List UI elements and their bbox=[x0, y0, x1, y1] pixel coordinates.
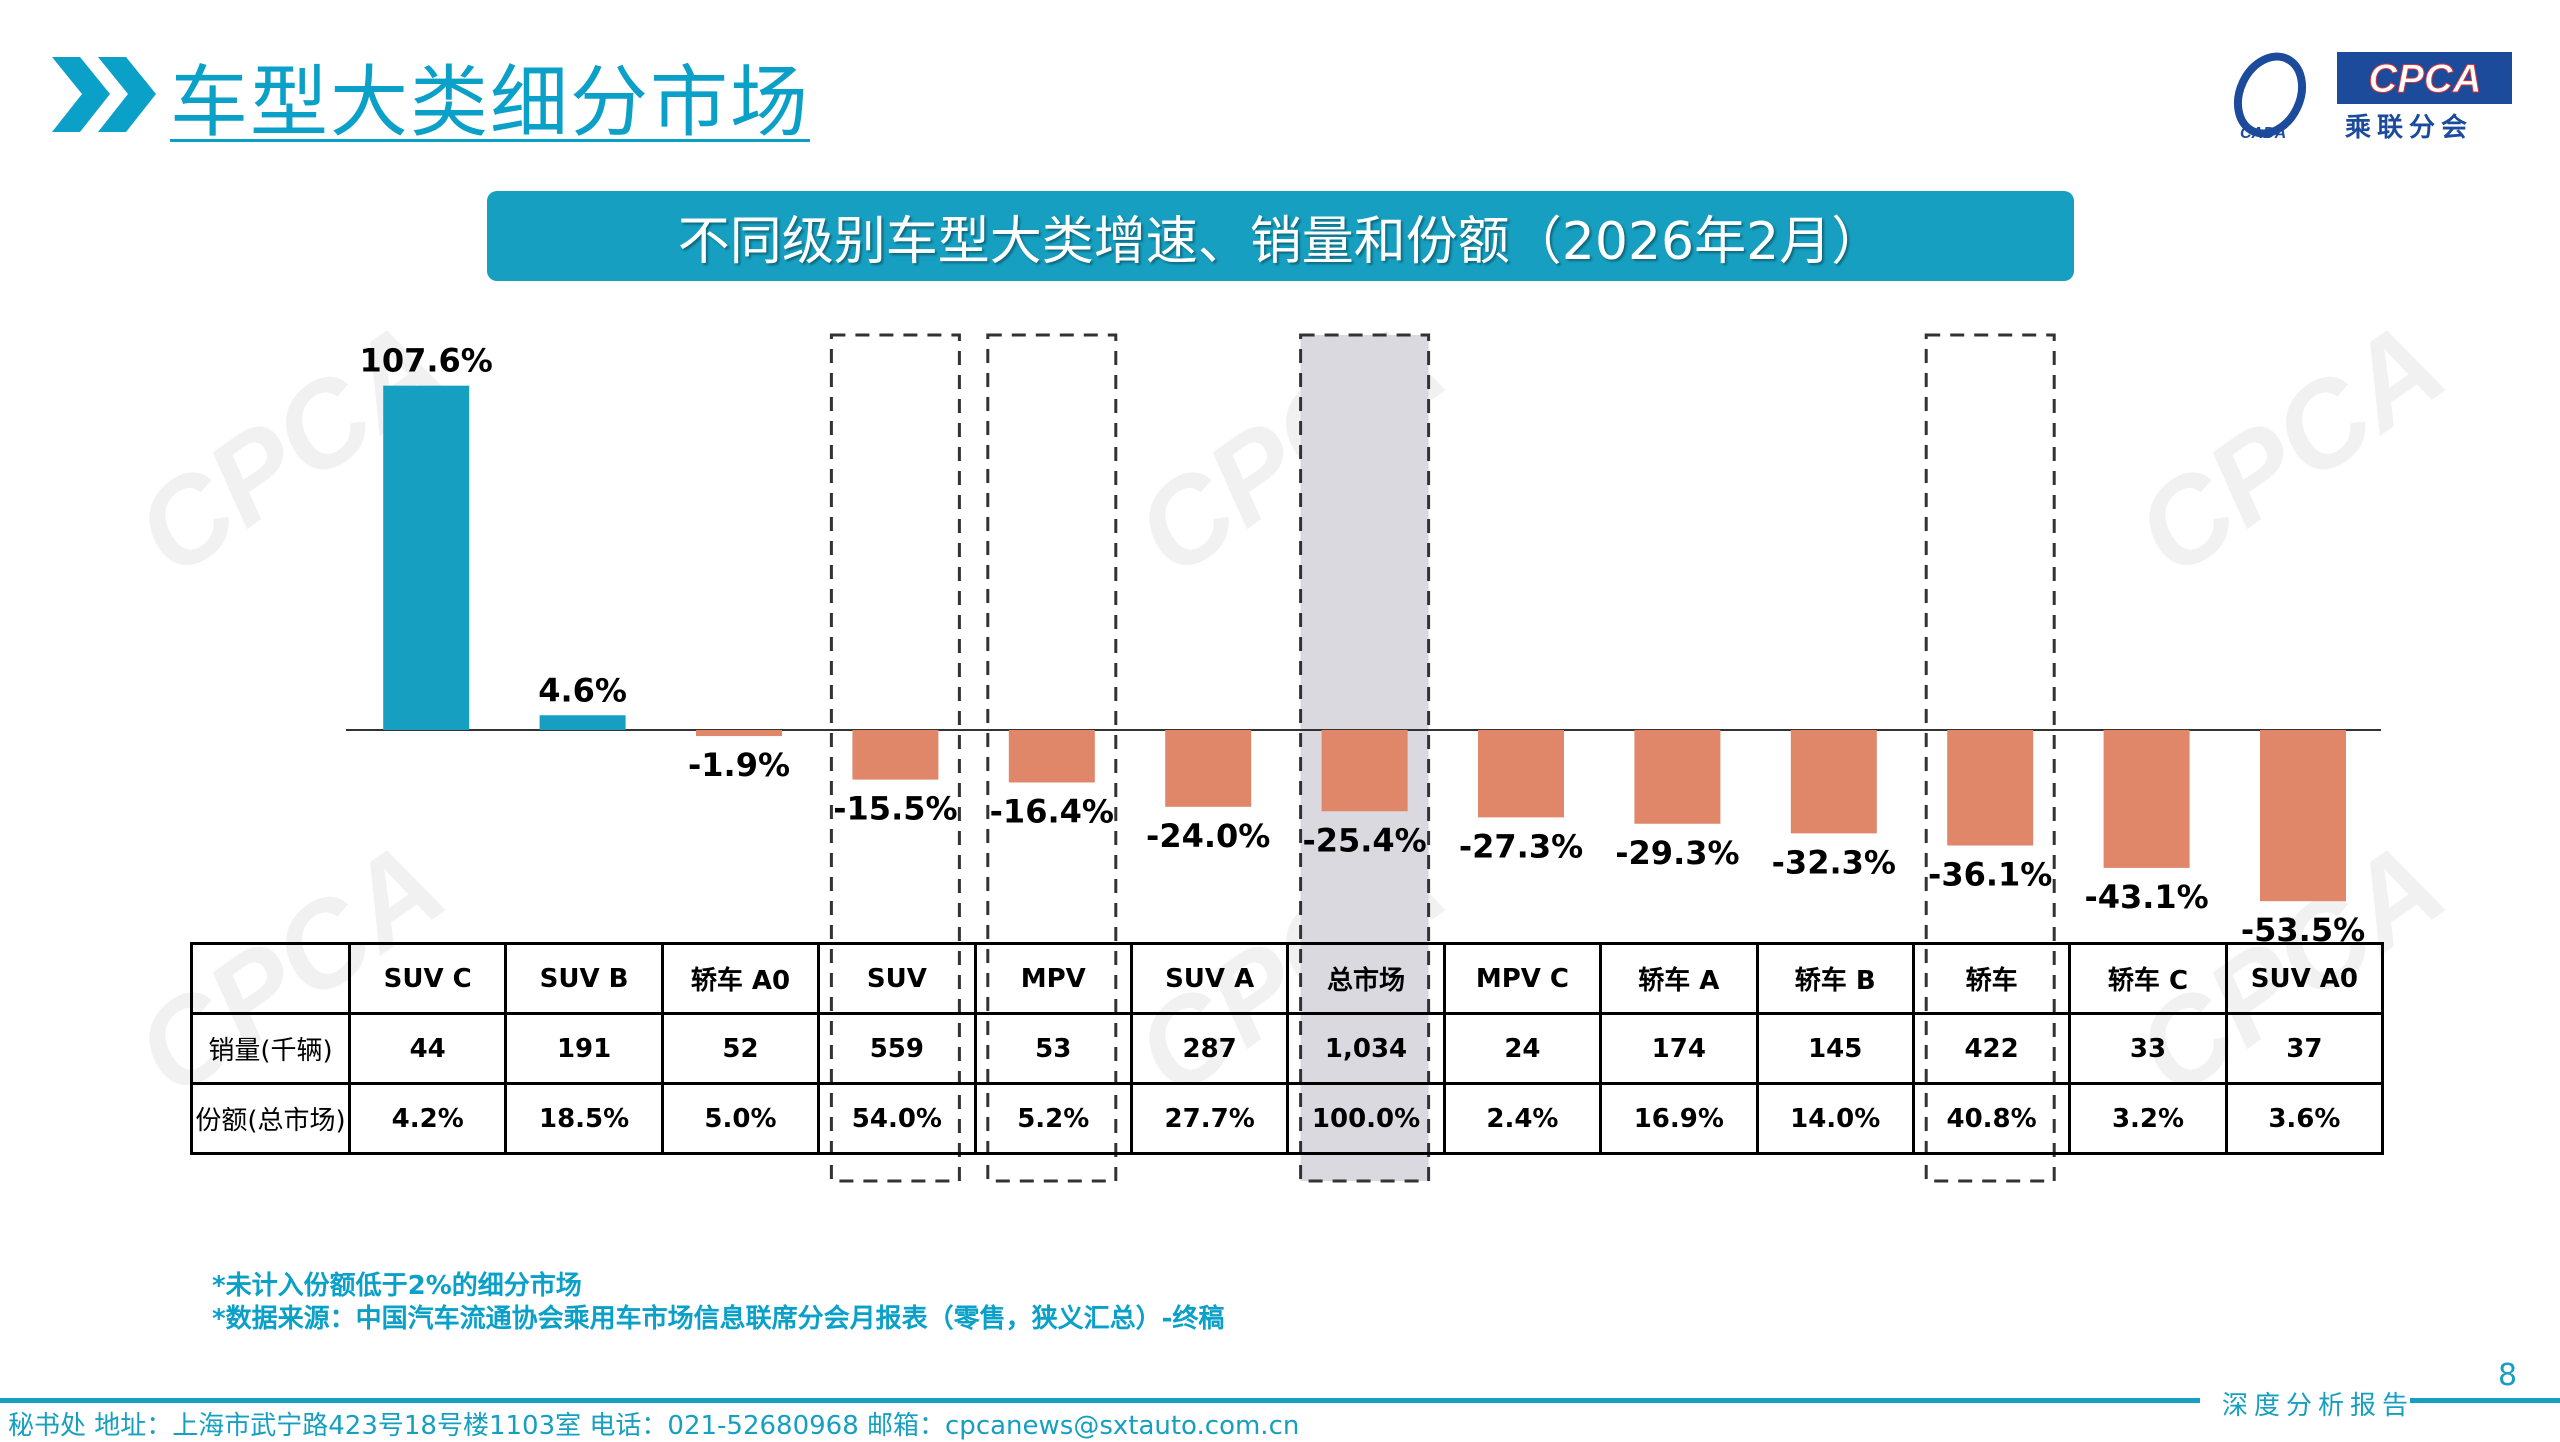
table-cell: 287 bbox=[1129, 1012, 1290, 1085]
data-label: -29.3% bbox=[1615, 834, 1739, 872]
category-tick-label: 轿车 A0 bbox=[660, 942, 821, 1015]
data-label: -25.4% bbox=[1302, 821, 1426, 859]
footnote-source: *数据来源：中国汽车流通协会乘用车市场信息联席分会月报表（零售，狭义汇总）-终稿 bbox=[212, 1304, 1225, 1334]
category-tick-label: 轿车 bbox=[1911, 942, 2072, 1015]
data-label: 4.6% bbox=[538, 671, 627, 709]
table-cell: 37 bbox=[2224, 1012, 2385, 1085]
category-tick-label: MPV bbox=[973, 942, 1133, 1015]
bar-11 bbox=[2103, 730, 2190, 868]
data-label: -15.5% bbox=[833, 790, 957, 828]
table-cell: 18.5% bbox=[504, 1082, 664, 1155]
bar-10 bbox=[1947, 730, 2034, 846]
table-cell: 44 bbox=[347, 1012, 508, 1085]
table-cell: 3.2% bbox=[2068, 1082, 2228, 1155]
table-cell: 33 bbox=[2068, 1012, 2228, 1085]
data-label: -32.3% bbox=[1772, 843, 1896, 881]
page-title: 车型大类细分市场 bbox=[170, 58, 811, 148]
table-corner bbox=[190, 942, 351, 1015]
footer-address: 秘书处 地址：上海市武宁路423号18号楼1103室 电话：021-526809… bbox=[8, 1411, 1300, 1441]
footnote: *未计入份额低于2%的细分市场 bbox=[212, 1271, 582, 1301]
table-cell: 54.0% bbox=[817, 1082, 977, 1155]
table-cell: 40.8% bbox=[1911, 1082, 2072, 1155]
table-cell: 5.0% bbox=[660, 1082, 821, 1155]
bar-6 bbox=[1321, 730, 1408, 812]
data-table: SUV C SUV B 轿车 A0 SUV MPV SUV A 总市场 MPV C 轿车 A 轿车… bbox=[190, 942, 2385, 1155]
bar-5 bbox=[1165, 730, 1252, 807]
data-label: -43.1% bbox=[2084, 878, 2208, 916]
category-tick-label: SUV A bbox=[1129, 942, 1290, 1015]
table-cell: 559 bbox=[817, 1012, 977, 1085]
svg-text:乘联分会: 乘联分会 bbox=[2344, 113, 2473, 140]
table-cell: 2.4% bbox=[1442, 1082, 1603, 1155]
table-cell: 27.7% bbox=[1129, 1082, 1290, 1155]
bar-0 bbox=[383, 385, 470, 730]
data-label: -1.9% bbox=[688, 746, 790, 784]
table-cell: 5.2% bbox=[973, 1082, 1133, 1155]
category-tick-label: 轿车 A bbox=[1599, 942, 1759, 1015]
logo-text: CPCA bbox=[2368, 57, 2481, 101]
table-cell: 14.0% bbox=[1755, 1082, 1915, 1155]
table-cell: 1,034 bbox=[1286, 1012, 1446, 1085]
data-label: -27.3% bbox=[1459, 827, 1583, 865]
table-cell: 174 bbox=[1599, 1012, 1759, 1085]
report-label: 深度分析报告 bbox=[2222, 1391, 2415, 1421]
chevron-icon bbox=[52, 57, 156, 132]
chart-title-banner: 不同级别车型大类增速、销量和份额（2026年2月） bbox=[487, 191, 2074, 281]
table-cell: 16.9% bbox=[1599, 1082, 1759, 1155]
dashed-highlight bbox=[1299, 333, 1431, 1183]
footer-divider bbox=[2410, 1398, 2560, 1403]
page-number: 8 bbox=[2498, 1358, 2518, 1393]
table-row: 销量(千辆) 44 191 52 559 53 287 1,034 24 174 145 422 33 3… bbox=[190, 1012, 2385, 1085]
category-tick-label: SUV A0 bbox=[2224, 942, 2385, 1015]
row-label: 份额(总市场) bbox=[190, 1082, 351, 1155]
table-cell: 191 bbox=[504, 1012, 664, 1085]
bar-3 bbox=[852, 730, 939, 780]
bar-12 bbox=[2260, 730, 2346, 902]
category-tick-label: 轿车 C bbox=[2068, 942, 2228, 1015]
data-label: 107.6% bbox=[360, 342, 493, 380]
table-cell: 145 bbox=[1755, 1012, 1915, 1085]
dashed-highlight bbox=[1924, 333, 2056, 1183]
table-row: 份额(总市场) 4.2% 18.5% 5.0% 54.0% 5.2% 27.7% 100.0%… bbox=[190, 1082, 2385, 1155]
data-label: -16.4% bbox=[990, 792, 1114, 830]
bar-1 bbox=[539, 715, 626, 730]
category-tick-label: 轿车 B bbox=[1755, 942, 1915, 1015]
table-cell: 3.6% bbox=[2224, 1082, 2385, 1155]
bar-2 bbox=[696, 730, 782, 737]
category-tick-label: MPV C bbox=[1442, 942, 1603, 1015]
category-tick-label: SUV C bbox=[347, 942, 508, 1015]
bar-7 bbox=[1478, 730, 1564, 818]
row-label: 销量(千辆) bbox=[190, 1012, 351, 1085]
bar-9 bbox=[1790, 730, 1877, 834]
data-label: -36.1% bbox=[1928, 856, 2052, 894]
category-tick-label: SUV bbox=[817, 942, 977, 1015]
cpca-logo: CPCA 乘联分会 CADA bbox=[2225, 50, 2515, 143]
dashed-highlight bbox=[986, 333, 1118, 1183]
bar-4 bbox=[1008, 730, 1095, 783]
data-label: -24.0% bbox=[1146, 817, 1270, 855]
category-tick-label: 总市场 bbox=[1286, 942, 1446, 1015]
bar-8 bbox=[1634, 730, 1721, 824]
table-cell: 53 bbox=[973, 1012, 1133, 1085]
table-cell: 24 bbox=[1442, 1012, 1603, 1085]
table-cell: 422 bbox=[1911, 1012, 2072, 1085]
category-tick-label: SUV B bbox=[504, 942, 664, 1015]
table-header-row: SUV C SUV B 轿车 A0 SUV MPV SUV A 总市场 MPV C 轿车 A 轿车… bbox=[190, 942, 2385, 1015]
table-cell: 4.2% bbox=[347, 1082, 508, 1155]
footer-divider bbox=[0, 1398, 2200, 1403]
dashed-highlight bbox=[829, 333, 961, 1183]
table-cell: 52 bbox=[660, 1012, 821, 1085]
table-cell: 100.0% bbox=[1286, 1082, 1446, 1155]
svg-text:CADA: CADA bbox=[2240, 125, 2286, 140]
